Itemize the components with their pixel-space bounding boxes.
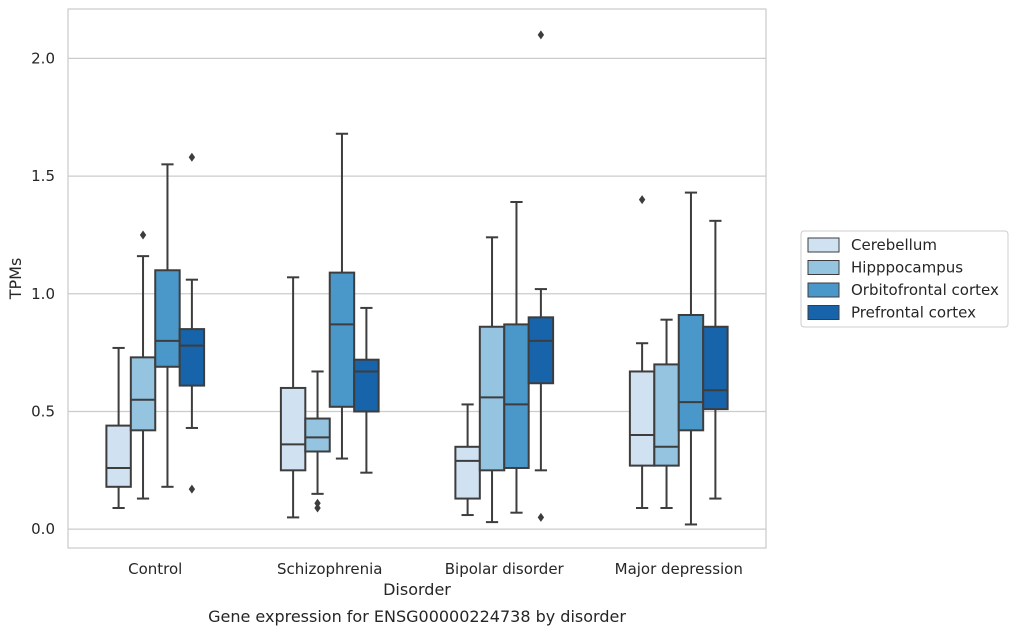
x-tick-label: Schizophrenia (277, 560, 382, 578)
box (328, 271, 356, 408)
box-prefrontal-cortex (702, 219, 729, 500)
box-prefrontal-cortex (353, 306, 380, 474)
box-prefrontal-cortex (178, 152, 206, 494)
plot-frame (67, 8, 767, 549)
box-orbitofrontal-cortex (677, 191, 705, 526)
box (154, 269, 181, 368)
legend: Cerebellum Hipppocampus Orbitofrontal cort… (800, 230, 1009, 328)
legend-label: Cerebellum (851, 236, 937, 254)
y-axis-ticks: 0.0 0.5 1.0 1.5 2.0 (31, 49, 55, 538)
box-cerebellum (454, 403, 481, 517)
outlier-point (314, 503, 321, 513)
box (628, 370, 656, 467)
x-tick-label: Major depression (615, 560, 743, 578)
legend-label: Hipppocampus (851, 259, 963, 277)
outlier-point (139, 230, 147, 240)
box (702, 325, 729, 411)
y-axis-label: TPMs (6, 258, 25, 301)
box (677, 313, 705, 432)
outlier-point (537, 30, 545, 40)
y-tick-label: 1.0 (31, 285, 55, 303)
box-prefrontal-cortex (527, 30, 555, 522)
x-tick-label: Control (128, 560, 182, 578)
y-tick-label: 0.0 (31, 520, 55, 538)
x-axis-ticks: Control Schizophrenia Bipolar disorder Majo… (128, 560, 743, 578)
box (178, 328, 206, 387)
box (353, 358, 380, 413)
box (279, 386, 307, 472)
legend-label: Prefrontal cortex (851, 304, 976, 322)
box (478, 325, 506, 472)
outlier-point (188, 152, 196, 162)
box-hipppocampus (478, 236, 506, 524)
x-axis-label: Disorder (383, 580, 451, 599)
box (503, 323, 530, 469)
outlier-point (638, 195, 646, 205)
legend-swatch (807, 282, 840, 298)
y-tick-label: 2.0 (31, 49, 55, 67)
box-orbitofrontal-cortex (503, 201, 530, 514)
box-cerebellum (279, 276, 307, 519)
box (105, 424, 132, 488)
box-plots (105, 30, 729, 526)
y-tick-label: 1.5 (31, 167, 55, 185)
legend-items: Cerebellum Hipppocampus Orbitofrontal cort… (807, 236, 999, 322)
outlier-point (314, 498, 321, 508)
box-hipppocampus (129, 230, 157, 500)
box (527, 316, 555, 385)
legend-swatch (807, 305, 840, 320)
legend-label: Orbitofrontal cortex (851, 281, 999, 299)
outlier-point (537, 512, 545, 522)
box (129, 356, 157, 432)
box-orbitofrontal-cortex (328, 132, 356, 460)
x-tick-label: Bipolar disorder (445, 560, 565, 578)
box (653, 363, 680, 467)
box-cerebellum (628, 195, 656, 509)
legend-swatch (807, 237, 840, 253)
box (454, 445, 481, 500)
legend-frame (800, 230, 1009, 328)
box-hipppocampus (304, 370, 331, 513)
legend-swatch (807, 260, 840, 275)
box-hipppocampus (653, 318, 680, 509)
box-cerebellum (105, 346, 132, 509)
y-tick-label: 0.5 (31, 402, 55, 420)
chart-caption: Gene expression for ENSG00000224738 by d… (208, 607, 626, 626)
outlier-point (188, 484, 196, 494)
box (304, 417, 331, 453)
box-orbitofrontal-cortex (154, 163, 181, 488)
